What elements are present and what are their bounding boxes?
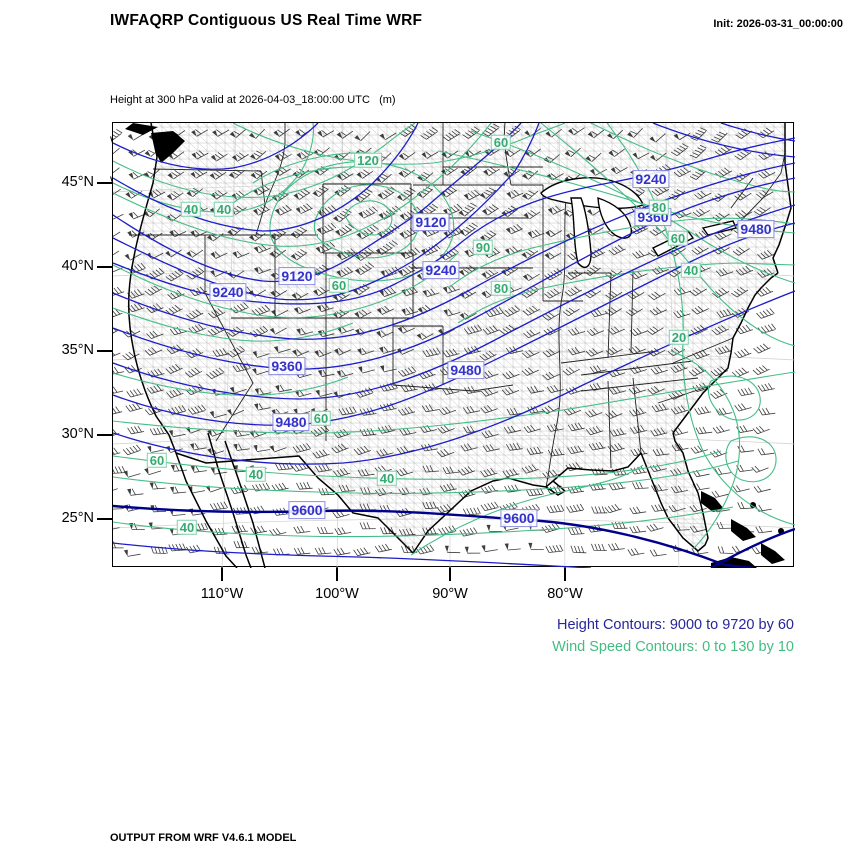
wind-speed-label: 120: [354, 152, 382, 168]
wind-speed-label: 60: [490, 134, 512, 150]
islands: [125, 123, 785, 568]
subtitle-height: Height at 300 hPa valid at 2026-04-03_18…: [110, 94, 396, 106]
graticule: [113, 123, 795, 568]
lat-label-40n: 40°N: [61, 258, 94, 274]
height-contour-label: 9240: [209, 283, 247, 302]
wind-speed-label: 40: [213, 201, 235, 217]
wind-speed-label: 20: [668, 329, 690, 345]
height-contour-label: 9360: [268, 357, 306, 376]
wind-barb-strokes: [113, 123, 777, 557]
lon-tick-90w: [449, 567, 451, 581]
wind-speed-label: 40: [180, 201, 202, 217]
wind-speed-label: 90: [472, 239, 494, 255]
init-time-label: Init: 2026-03-31_00:00:00: [713, 18, 843, 30]
map-panel: 9120 9240 9120 9240 9240 9360 9480 9360 9480 9480…: [112, 122, 795, 568]
height-contour-label: 9240: [632, 170, 670, 189]
wind-speed-label: 60: [667, 230, 689, 246]
height-contour-label: 9600: [500, 509, 538, 528]
lat-label-30n: 30°N: [61, 426, 94, 442]
wind-barbs-layer: [113, 123, 777, 557]
lat-tick-30n: [97, 434, 112, 436]
lon-tick-100w: [336, 567, 338, 581]
height-contour-label: 9480: [737, 220, 775, 239]
lat-tick-25n: [97, 518, 112, 520]
height-contour-label: 9480: [272, 413, 310, 432]
lat-label-25n: 25°N: [61, 510, 94, 526]
height-contours-thick: [113, 504, 795, 568]
height-contour-label: 9600: [288, 501, 326, 520]
height-contour-label: 9120: [412, 213, 450, 232]
wind-speed-label: 60: [310, 410, 332, 426]
lon-label-110w: 110°W: [200, 586, 244, 602]
wind-speed-label: 80: [648, 199, 670, 215]
lat-label-35n: 35°N: [61, 342, 94, 358]
legend-height-contours: Height Contours: 9000 to 9720 by 60: [557, 617, 794, 633]
lat-tick-40n: [97, 266, 112, 268]
lon-label-80w: 80°W: [547, 586, 583, 602]
wind-speed-label: 60: [146, 452, 168, 468]
wind-speed-label: 80: [490, 280, 512, 296]
footer-model-line: OUTPUT FROM WRF V4.6.1 MODEL: [110, 832, 297, 844]
lon-tick-80w: [564, 567, 566, 581]
wind-speed-label: 60: [328, 277, 350, 293]
height-contour-label: 9120: [278, 267, 316, 286]
wind-speed-label: 40: [376, 470, 398, 486]
wind-speed-label: 40: [245, 466, 267, 482]
page-title: IWFAQRP Contiguous US Real Time WRF: [110, 12, 423, 29]
legend-wind-contours: Wind Speed Contours: 0 to 130 by 10: [552, 639, 794, 655]
wind-speed-label: 40: [176, 519, 198, 535]
lon-label-90w: 90°W: [432, 586, 468, 602]
lon-tick-110w: [221, 567, 223, 581]
contour-labels-layer: 9120 9240 9120 9240 9240 9360 9480 9360 9480 9480…: [113, 123, 795, 568]
model-config-footer: OUTPUT FROM WRF V4.6.1 MODEL WE = 580 ; …: [110, 806, 559, 850]
lat-tick-45n: [97, 182, 112, 184]
lon-label-100w: 100°W: [315, 586, 359, 602]
height-contour-label: 9480: [447, 361, 485, 380]
height-contour-label: 9240: [422, 261, 460, 280]
lat-label-45n: 45°N: [61, 174, 94, 190]
lat-tick-35n: [97, 350, 112, 352]
wind-speed-label: 40: [680, 262, 702, 278]
